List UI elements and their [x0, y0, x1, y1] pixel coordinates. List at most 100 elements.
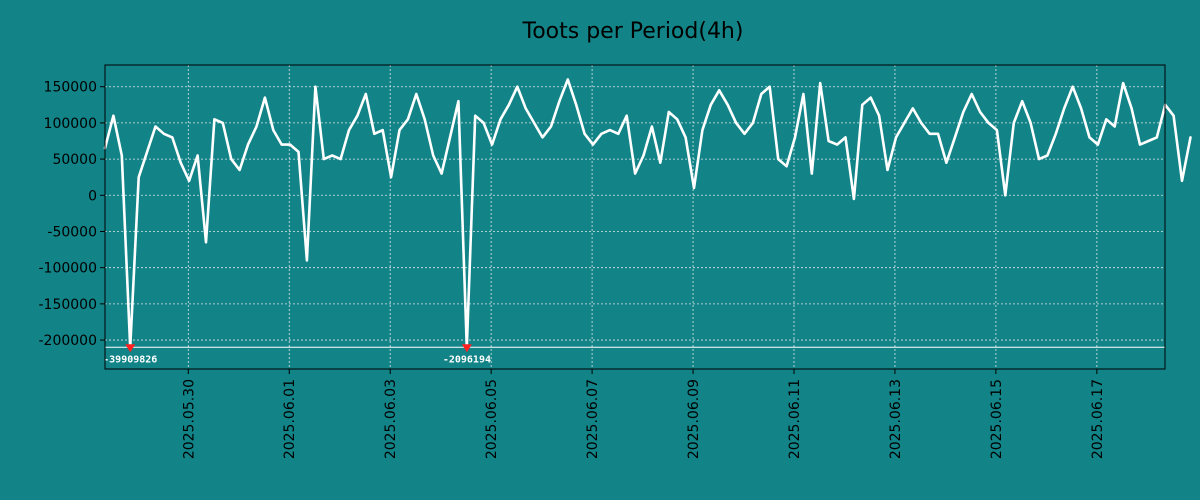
x-tick-label: 2025.06.09 [686, 379, 702, 459]
data-point [272, 129, 274, 131]
data-point [1105, 118, 1107, 120]
data-point [1080, 107, 1082, 109]
outlier-label: -2096194 [443, 354, 491, 365]
data-point [979, 111, 981, 113]
data-point [1072, 86, 1074, 88]
data-point [718, 89, 720, 91]
data-point [390, 176, 392, 178]
data-point [651, 125, 653, 128]
x-tick-label: 2025.06.11 [787, 379, 803, 459]
x-tick-label: 2025.06.07 [585, 379, 601, 459]
data-point [373, 133, 375, 135]
data-point [1088, 136, 1091, 138]
data-point [247, 144, 249, 146]
data-point [659, 162, 661, 164]
data-point [584, 133, 586, 135]
data-point [760, 93, 762, 95]
plot-frame [104, 64, 1166, 370]
data-point [415, 93, 417, 95]
data-point [987, 122, 990, 124]
data-point [727, 104, 729, 106]
data-point [903, 122, 906, 124]
data-point [323, 158, 325, 160]
data-point [844, 136, 847, 138]
data-point [693, 187, 695, 189]
data-point [289, 144, 291, 146]
data-point [1021, 100, 1023, 102]
data-point [1156, 136, 1158, 138]
data-point [1131, 107, 1133, 109]
data-point [138, 176, 140, 178]
data-point [811, 173, 813, 175]
data-point [626, 115, 628, 117]
data-point [701, 129, 704, 131]
data-point [340, 158, 342, 160]
data-point [154, 125, 157, 128]
x-tick-label: 2025.06.03 [383, 379, 399, 459]
data-point [769, 86, 771, 88]
data-point [541, 136, 544, 138]
data-point [449, 136, 451, 138]
data-point [861, 104, 863, 106]
data-point [112, 115, 114, 117]
data-point [575, 104, 577, 106]
outlier-marker [125, 344, 136, 353]
data-point [382, 129, 384, 131]
data-point [171, 136, 173, 138]
data-point [971, 93, 973, 95]
data-point [255, 125, 258, 128]
y-tick-label: 50000 [52, 152, 97, 168]
data-point [878, 115, 880, 117]
x-tick-label: 2025.06.05 [484, 379, 500, 459]
data-point [121, 154, 123, 157]
x-tick-label: 2025.05.30 [181, 379, 197, 459]
data-point [1063, 107, 1065, 109]
y-axis: 150000 100000 50000 0 -50000 -100000 -150000 -2… [39, 80, 105, 349]
data-point [819, 82, 821, 84]
data-point [592, 144, 594, 146]
data-point [407, 118, 409, 120]
data-point [710, 104, 712, 106]
data-point [432, 154, 434, 157]
data-point [239, 169, 241, 171]
series-line-toots [103, 78, 1192, 349]
data-point [1004, 194, 1006, 196]
data-point [525, 107, 527, 109]
x-tick-label: 2025.06.13 [888, 379, 904, 459]
data-point [600, 133, 603, 135]
data-point [163, 133, 165, 135]
outlier-label: -39909826 [103, 354, 157, 365]
data-point [1114, 125, 1116, 128]
data-point [558, 100, 561, 102]
data-point [937, 133, 939, 135]
y-tick-label: -100000 [39, 261, 98, 277]
data-point [962, 111, 964, 113]
data-point [146, 151, 148, 153]
data-point [567, 78, 569, 81]
marker-layer: -39909826 -2096194 [103, 344, 491, 365]
data-point [1139, 144, 1141, 146]
data-point [668, 111, 670, 113]
data-point [735, 122, 737, 124]
data-point [743, 133, 746, 135]
data-point [1122, 82, 1124, 84]
data-point [213, 118, 215, 120]
data-point [1013, 122, 1015, 124]
data-point [895, 136, 897, 138]
data-point [642, 154, 645, 157]
data-point [1055, 133, 1057, 135]
data-point [1046, 154, 1048, 157]
data-point [491, 144, 493, 146]
data-point [205, 241, 207, 243]
y-tick-label: -200000 [39, 333, 98, 349]
data-point [550, 125, 552, 128]
data-point [836, 144, 838, 146]
data-point [802, 93, 805, 95]
data-point [609, 129, 611, 131]
data-point [508, 104, 510, 106]
data-point [828, 140, 830, 142]
data-point [348, 129, 350, 131]
data-point [685, 136, 687, 138]
data-point [306, 259, 308, 261]
